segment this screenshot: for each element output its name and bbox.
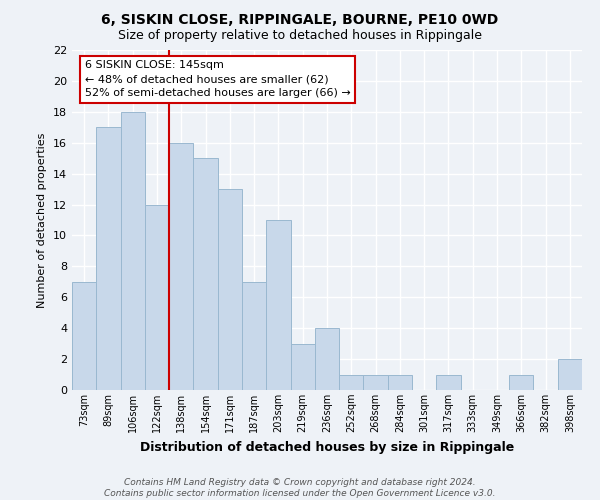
Bar (436, 374, 461, 390)
Bar (266, 220, 290, 390)
Bar (72, 282, 96, 390)
Bar (145, 204, 169, 390)
Text: 6 SISKIN CLOSE: 145sqm
← 48% of detached houses are smaller (62)
52% of semi-det: 6 SISKIN CLOSE: 145sqm ← 48% of detached… (85, 60, 350, 98)
Bar (193, 158, 218, 390)
Bar (290, 344, 315, 390)
Text: Contains HM Land Registry data © Crown copyright and database right 2024.
Contai: Contains HM Land Registry data © Crown c… (104, 478, 496, 498)
Bar (218, 189, 242, 390)
Bar (96, 128, 121, 390)
Bar (242, 282, 266, 390)
Y-axis label: Number of detached properties: Number of detached properties (37, 132, 47, 308)
Bar (339, 374, 364, 390)
Text: Size of property relative to detached houses in Rippingale: Size of property relative to detached ho… (118, 29, 482, 42)
Bar (388, 374, 412, 390)
Bar (509, 374, 533, 390)
Text: 6, SISKIN CLOSE, RIPPINGALE, BOURNE, PE10 0WD: 6, SISKIN CLOSE, RIPPINGALE, BOURNE, PE1… (101, 12, 499, 26)
Bar (315, 328, 339, 390)
Bar (169, 142, 193, 390)
Bar (364, 374, 388, 390)
Bar (121, 112, 145, 390)
X-axis label: Distribution of detached houses by size in Rippingale: Distribution of detached houses by size … (140, 440, 514, 454)
Bar (558, 359, 582, 390)
